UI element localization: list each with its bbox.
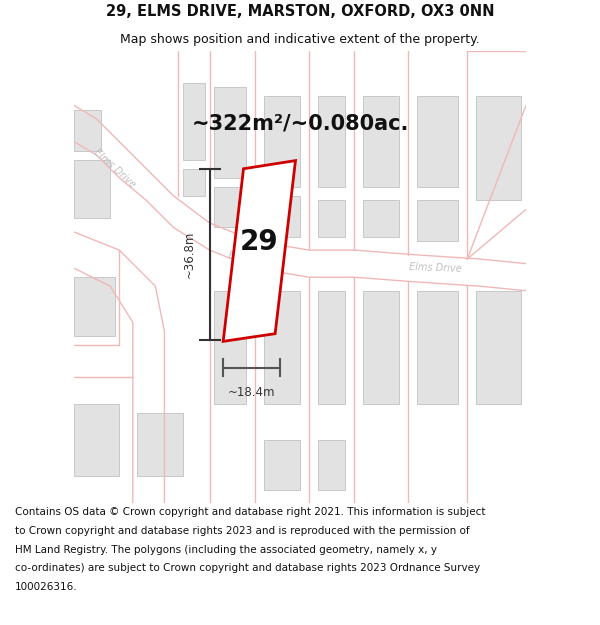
Text: Elms Drive: Elms Drive xyxy=(92,148,137,190)
Polygon shape xyxy=(363,291,400,404)
Text: Elms Drive: Elms Drive xyxy=(228,250,281,268)
Text: 29: 29 xyxy=(240,228,278,256)
Polygon shape xyxy=(418,96,458,187)
Polygon shape xyxy=(318,440,345,489)
Polygon shape xyxy=(318,201,345,236)
Polygon shape xyxy=(214,187,246,228)
Polygon shape xyxy=(137,412,182,476)
Polygon shape xyxy=(476,291,521,404)
Polygon shape xyxy=(476,96,521,201)
Text: to Crown copyright and database rights 2023 and is reproduced with the permissio: to Crown copyright and database rights 2… xyxy=(15,526,470,536)
Text: Elms Drive: Elms Drive xyxy=(409,262,462,274)
Polygon shape xyxy=(264,96,300,187)
Text: ~322m²/~0.080ac.: ~322m²/~0.080ac. xyxy=(191,114,409,134)
Polygon shape xyxy=(182,83,205,160)
Text: co-ordinates) are subject to Crown copyright and database rights 2023 Ordnance S: co-ordinates) are subject to Crown copyr… xyxy=(15,564,480,574)
Text: ~36.8m: ~36.8m xyxy=(183,231,196,278)
Polygon shape xyxy=(363,96,400,187)
Text: ~18.4m: ~18.4m xyxy=(227,386,275,399)
Text: HM Land Registry. The polygons (including the associated geometry, namely x, y: HM Land Registry. The polygons (includin… xyxy=(15,544,437,554)
Polygon shape xyxy=(74,277,115,336)
Text: Map shows position and indicative extent of the property.: Map shows position and indicative extent… xyxy=(120,34,480,46)
Polygon shape xyxy=(418,291,458,404)
Polygon shape xyxy=(182,169,205,196)
Polygon shape xyxy=(418,201,458,241)
Polygon shape xyxy=(318,291,345,404)
Polygon shape xyxy=(74,404,119,476)
Polygon shape xyxy=(214,291,246,404)
Polygon shape xyxy=(264,196,300,236)
Polygon shape xyxy=(74,110,101,151)
Text: Contains OS data © Crown copyright and database right 2021. This information is : Contains OS data © Crown copyright and d… xyxy=(15,507,485,517)
Polygon shape xyxy=(214,88,246,178)
Polygon shape xyxy=(223,161,295,341)
Text: 29, ELMS DRIVE, MARSTON, OXFORD, OX3 0NN: 29, ELMS DRIVE, MARSTON, OXFORD, OX3 0NN xyxy=(106,4,494,19)
Polygon shape xyxy=(318,96,345,187)
Polygon shape xyxy=(74,160,110,219)
Text: 100026316.: 100026316. xyxy=(15,582,77,592)
Polygon shape xyxy=(264,291,300,404)
Polygon shape xyxy=(264,440,300,489)
Polygon shape xyxy=(363,201,400,236)
